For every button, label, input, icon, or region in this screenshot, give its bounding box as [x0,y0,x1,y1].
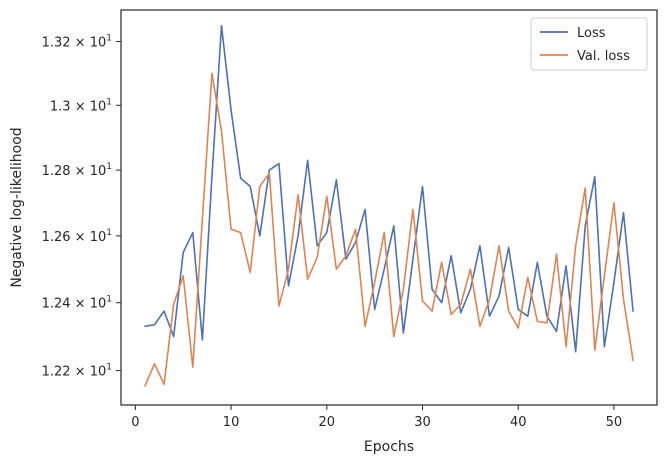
legend-box [530,17,648,71]
y-tick-label: 1.3 × 101 [50,97,112,114]
series-line-1 [144,24,634,353]
x-tick-label: 40 [510,415,527,430]
axes-frame [120,9,658,406]
legend: Loss Val. loss [530,17,648,71]
plot-area [144,24,634,387]
y-tick-label: 1.24 × 101 [42,295,112,312]
legend-label-1: Loss [577,26,606,41]
x-tick-label: 20 [319,415,336,430]
legend-label-2: Val. loss [577,49,630,64]
x-tick-label: 30 [414,415,431,430]
x-tick-label: 10 [223,415,240,430]
series-line-2 [144,72,634,387]
x-axis-title: Epochs [364,439,414,455]
y-tick-label: 1.32 × 101 [42,34,112,51]
y-tick-label: 1.22 × 101 [42,363,112,380]
y-tick-label: 1.26 × 101 [42,228,112,245]
x-tick-label: 0 [131,415,139,430]
axes: 0 10 20 30 40 50 1.22 × 101 1.24 × 101 1.26 × 10… [9,9,658,455]
x-tick-label: 50 [606,415,623,430]
y-axis-title: Negative log-likelihood [9,127,25,287]
y-tick-label: 1.28 × 101 [42,162,112,179]
